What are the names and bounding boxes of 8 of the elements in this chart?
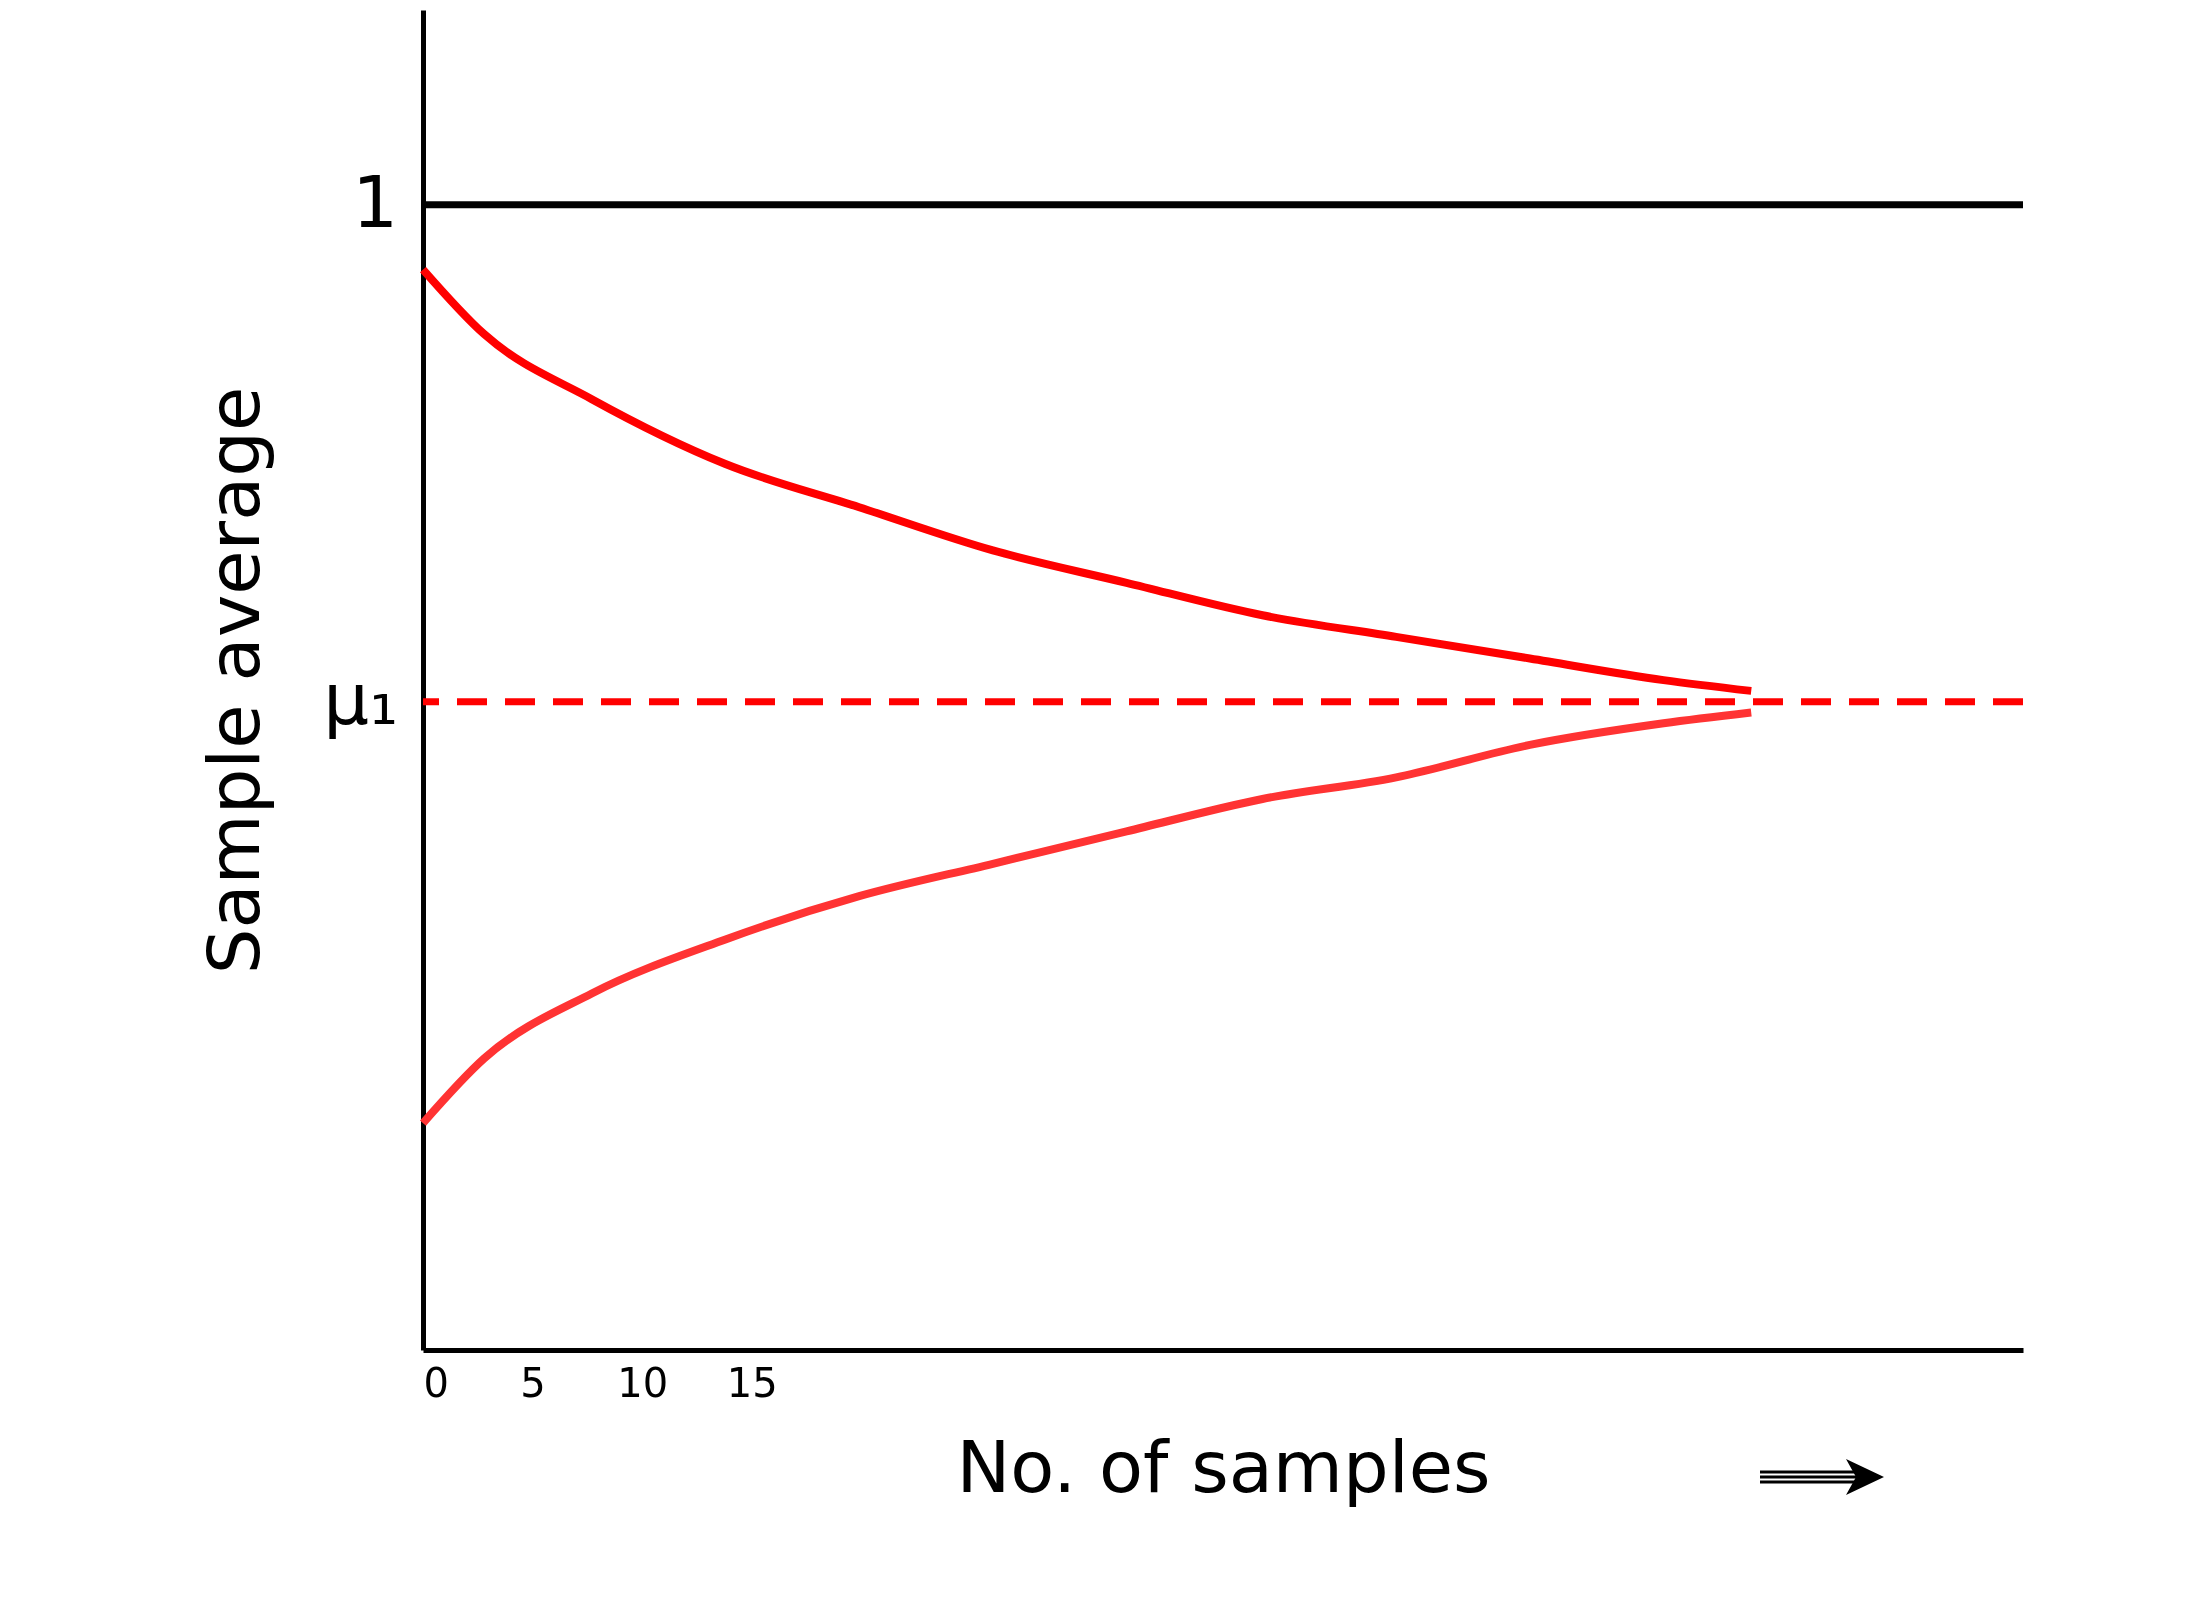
x-tick-label: 0 bbox=[423, 1359, 449, 1406]
ref-line-label: 1 bbox=[352, 159, 398, 244]
x-tick-label: 10 bbox=[617, 1359, 669, 1406]
x-tick-label: 15 bbox=[726, 1359, 778, 1406]
y-axis-title: Sample average bbox=[191, 386, 276, 975]
ref-line-label: μ₁ bbox=[323, 656, 398, 741]
x-tick-label: 5 bbox=[520, 1359, 546, 1406]
x-axis-title: No. of samples bbox=[956, 1424, 1491, 1509]
